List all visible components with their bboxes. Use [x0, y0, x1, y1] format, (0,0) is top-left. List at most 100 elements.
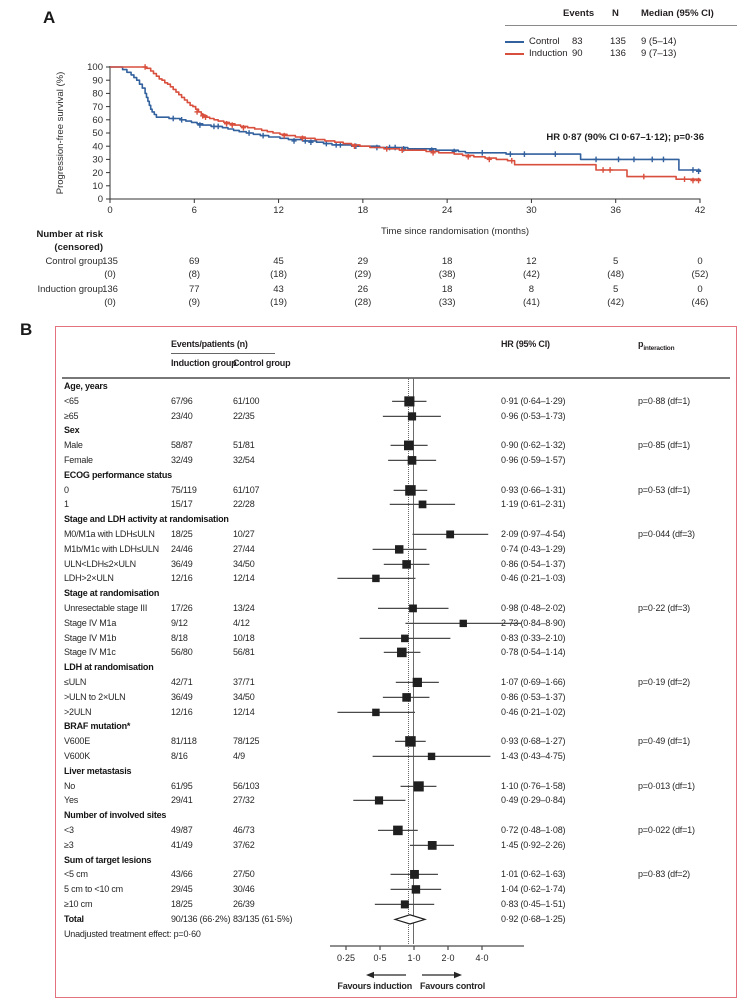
- forest-row: Age, years: [56, 379, 736, 394]
- control-events: 27/50: [233, 869, 255, 880]
- y-tick-label: 80: [92, 89, 103, 100]
- y-tick-label: 0: [98, 194, 103, 205]
- hr-square: [405, 736, 416, 747]
- row-label: Male: [64, 440, 83, 451]
- forest-row: <65 67/96 61/100 0·91 (0·64–1·29) p=0·88 (df…: [56, 394, 736, 409]
- x-tick-label: 42: [695, 205, 706, 216]
- forest-row: BRAF mutation*: [56, 719, 736, 734]
- hr-square: [407, 456, 417, 465]
- y-tick-label: 10: [92, 181, 103, 192]
- hr-square: [427, 752, 436, 761]
- row-label: Number of involved sites: [64, 810, 167, 821]
- hr-ci-text: 0·83 (0·45–1·51): [501, 899, 566, 909]
- hr-ci-text: 0·83 (0·33–2·10): [501, 632, 566, 643]
- forest-row: Stage IV M1b 8/18 10/18 0·83 (0·33–2·10): [56, 631, 736, 646]
- hr-square: [405, 484, 416, 496]
- control-events: 34/50: [233, 691, 255, 702]
- p-interaction-value: p=0·53 (df=1): [638, 484, 690, 495]
- control-events: 27/32: [233, 795, 255, 806]
- risk-censored: (28): [354, 296, 372, 308]
- control-events: 30/46: [233, 884, 255, 895]
- legend-header-events: Events: [563, 8, 595, 19]
- row-label: Liver metastasis: [64, 765, 132, 776]
- forest-row: Sex: [56, 423, 736, 438]
- legend-induction-label: Induction: [529, 48, 568, 59]
- hr-square: [402, 692, 411, 702]
- induction-events: 81/118: [171, 736, 197, 747]
- induction-events: 23/40: [171, 410, 193, 421]
- hr-ci-text: 0·86 (0·54–1·37): [501, 558, 566, 569]
- p-interaction-header: pinteraction: [638, 339, 675, 352]
- hr-ci-text: 0·90 (0·62–1·32): [501, 440, 566, 451]
- induction-events: 36/49: [171, 558, 193, 569]
- legend-control-events: 83: [572, 36, 583, 47]
- row-label: ≥10 cm: [64, 899, 93, 909]
- forest-row: Sum of target lesions: [56, 853, 736, 868]
- forest-row: >ULN to 2×ULN 36/49 34/50 0·86 (0·53–1·37): [56, 690, 736, 705]
- control-events: 46/73: [233, 825, 255, 835]
- hr-ci-text: 0·92 (0·68–1·25): [501, 913, 566, 924]
- risk-count: 69: [188, 256, 200, 267]
- risk-censored: (0): [104, 296, 116, 308]
- x-tick-label: 12: [273, 205, 284, 216]
- y-tick-label: 60: [92, 115, 103, 126]
- hr-marker: [390, 870, 438, 880]
- risk-count: 26: [357, 283, 369, 295]
- y-tick-label: 30: [92, 155, 103, 166]
- row-label: M0/M1a with LDH≤ULN: [64, 529, 155, 539]
- hr-marker: [390, 440, 428, 451]
- hr-ci-text: 0·96 (0·59–1·57): [501, 455, 566, 465]
- forest-row: ≥65 23/40 22/35 0·96 (0·53–1·73): [56, 409, 736, 424]
- hr-marker: [400, 780, 437, 792]
- risk-censored: (42): [607, 296, 625, 308]
- hr-square: [409, 604, 417, 613]
- row-label: Total: [64, 913, 84, 924]
- hr-square: [372, 708, 380, 716]
- forest-row: LDH>2×ULN 12/16 12/14 0·46 (0·21–1·03): [56, 571, 736, 586]
- hr-ci-text: 1·45 (0·92–2·26): [501, 839, 566, 850]
- risk-censored: (18): [270, 269, 288, 280]
- p-header-main: p: [638, 339, 644, 349]
- hr-ci-text: 0·74 (0·43–1·29): [501, 543, 566, 554]
- control-events: 26/39: [233, 899, 255, 909]
- risk-count: 8: [528, 283, 535, 295]
- induction-events: 61/95: [171, 780, 193, 791]
- row-label: LDH at randomisation: [64, 662, 154, 673]
- row-label: 5 cm to <10 cm: [64, 884, 123, 895]
- left-arrow-head: [366, 971, 374, 979]
- hr-ci-text: 0·78 (0·54–1·14): [501, 647, 566, 658]
- hr-ci-text: 0·72 (0·48–1·08): [501, 825, 566, 835]
- induction-events: 17/26: [171, 603, 193, 613]
- hr-square: [410, 870, 419, 880]
- hr-marker: [337, 708, 415, 716]
- hr-ci-text: 0·46 (0·21–1·03): [501, 573, 566, 584]
- axis-tick-label: 4·0: [475, 953, 488, 963]
- hr-ci-text: 2·73 (0·84–8·90): [501, 617, 566, 628]
- legend-induction-median: 9 (7–13): [641, 48, 677, 59]
- forest-row: Female 32/49 32/54 0·96 (0·59–1·57): [56, 453, 736, 468]
- y-tick-label: 90: [92, 75, 103, 86]
- risk-row-label: Control group: [45, 256, 103, 267]
- hr-marker: [337, 575, 416, 583]
- forest-row: V600E 81/118 78/125 0·93 (0·68–1·27) p=0·49 …: [56, 734, 736, 749]
- hr-marker: [412, 530, 489, 539]
- row-label: Stage IV M1c: [64, 647, 116, 658]
- hr-marker: [377, 604, 449, 613]
- induction-events: 18/25: [171, 899, 193, 909]
- control-events: 37/62: [233, 839, 255, 850]
- row-label: ≥3: [64, 839, 74, 850]
- forest-row: Liver metastasis: [56, 764, 736, 779]
- right-arrow-head: [454, 971, 462, 979]
- row-label: LDH>2×ULN: [64, 573, 114, 584]
- induction-events: 18/25: [171, 529, 193, 539]
- control-events: 32/54: [233, 455, 255, 465]
- hr-ci-text: 1·04 (0·62–1·74): [501, 884, 566, 895]
- row-label: Sex: [64, 425, 80, 436]
- legend-induction-n: 136: [610, 48, 626, 59]
- forest-header-rule: [62, 377, 730, 379]
- legend-header-median: Median (95% CI): [641, 8, 714, 19]
- row-label: V600K: [64, 751, 91, 761]
- risk-censored: (41): [522, 296, 540, 308]
- y-tick-label: 50: [92, 128, 103, 139]
- p-interaction-value: p=0·88 (df=1): [638, 395, 690, 406]
